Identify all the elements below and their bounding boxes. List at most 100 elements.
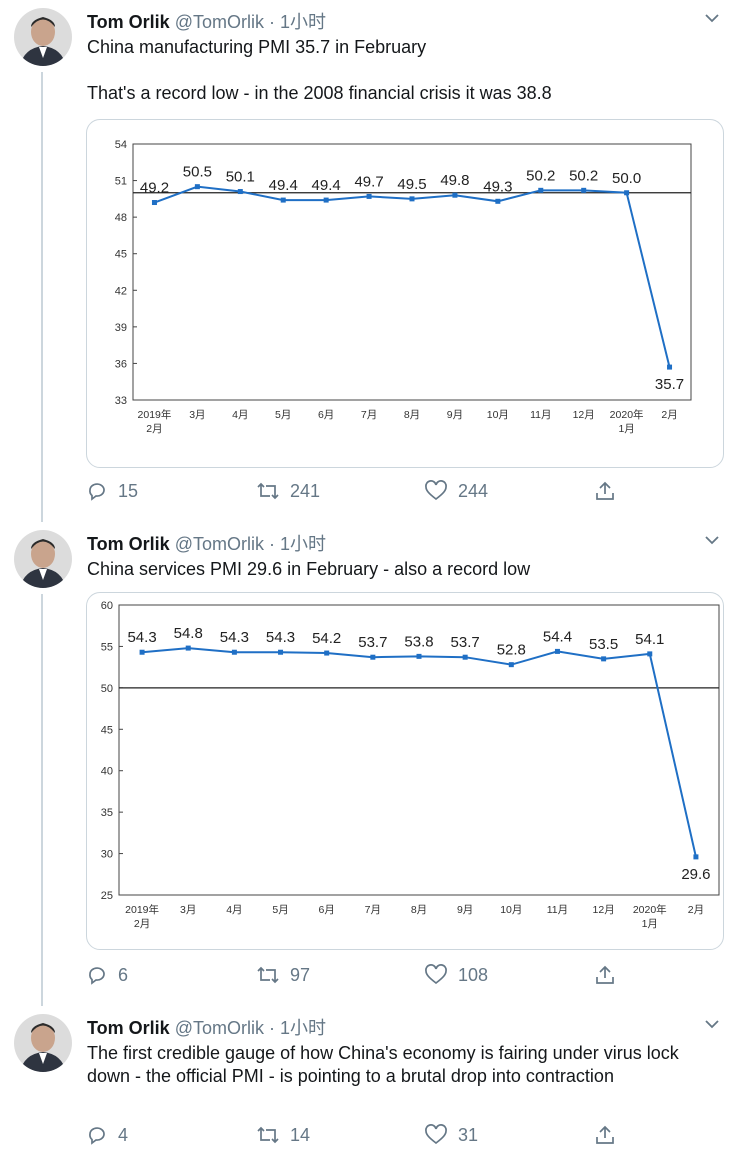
data-point (624, 190, 630, 196)
heart-icon (425, 964, 447, 985)
chart-image-card[interactable]: 54 51 48 45 42 39 36 33 2019年 2月 3月 4月 5月 6月 7月 8月 9月 10月… (86, 119, 724, 468)
share-icon (596, 481, 614, 500)
share-button[interactable] (594, 480, 626, 502)
like-count: 244 (458, 480, 489, 501)
x-tick-label: 2月 (146, 423, 162, 435)
like-button[interactable]: 31 (424, 1124, 478, 1146)
y-tick-label: 50 (101, 683, 113, 695)
separator-dot: · (269, 1018, 275, 1038)
data-point (538, 187, 544, 193)
x-tick-label: 7月 (361, 409, 377, 421)
x-tick-label: 12月 (573, 409, 595, 421)
x-tick-label: 2020年 (633, 903, 667, 916)
author-name[interactable]: Tom Orlik (87, 534, 170, 554)
data-point (370, 654, 376, 660)
data-label: 53.8 (404, 633, 433, 650)
timestamp[interactable]: 1小时 (280, 534, 327, 554)
data-point (280, 197, 286, 203)
share-icon (596, 1125, 614, 1144)
like-button[interactable]: 108 (424, 964, 488, 986)
author-handle[interactable]: @TomOrlik (174, 12, 264, 32)
tweet-header: Tom Orlik @TomOrlik · 1小时 (87, 8, 326, 34)
avatar[interactable] (14, 1014, 72, 1072)
tweet[interactable]: Tom Orlik @TomOrlik · 1小时 China services… (0, 522, 733, 1002)
chevron-down-icon[interactable] (704, 534, 720, 546)
x-tick-label: 10月 (487, 409, 509, 421)
series-line (141, 647, 697, 858)
data-label: 50.5 (183, 164, 212, 181)
chevron-down-icon[interactable] (704, 12, 720, 24)
tweet[interactable]: Tom Orlik @TomOrlik · 1小时 The first cred… (0, 1006, 733, 1156)
retweet-button[interactable]: 14 (256, 1124, 310, 1146)
tweet-paragraph: The first credible gauge of how China's … (87, 1043, 679, 1086)
data-label: 50.2 (526, 167, 555, 184)
reply-button[interactable]: 15 (86, 480, 138, 502)
x-tick-label: 11月 (547, 904, 568, 916)
x-tick-label: 6月 (318, 409, 334, 421)
avatar[interactable] (14, 530, 72, 588)
tweet-header: Tom Orlik @TomOrlik · 1小时 (87, 530, 326, 556)
reply-icon (89, 967, 105, 985)
share-button[interactable] (594, 964, 626, 986)
timestamp[interactable]: 1小时 (280, 1018, 327, 1038)
data-point (647, 651, 653, 657)
x-tick-label: 2月 (661, 409, 677, 421)
x-tick-label: 5月 (275, 409, 291, 421)
x-tick-label: 11月 (530, 409, 551, 421)
reply-icon (89, 1127, 105, 1145)
tweet-paragraph: China manufacturing PMI 35.7 in February (87, 37, 427, 57)
chevron-down-icon[interactable] (704, 1018, 720, 1030)
tweet-text: China services PMI 29.6 in February - al… (87, 558, 717, 581)
reply-button[interactable]: 6 (86, 964, 128, 986)
x-tick-label: 9月 (447, 409, 463, 421)
x-tick-label: 12月 (593, 904, 615, 916)
plot-frame (118, 604, 720, 896)
y-tick-label: 25 (101, 890, 113, 902)
retweet-icon (257, 482, 279, 500)
tweet[interactable]: Tom Orlik @TomOrlik · 1小时 China manufact… (0, 0, 733, 515)
plot-frame (132, 143, 692, 401)
data-point (581, 187, 587, 193)
like-count: 108 (458, 964, 489, 985)
like-button[interactable]: 244 (424, 480, 488, 502)
data-label: 29.6 (681, 866, 710, 883)
y-tick-label: 60 (101, 600, 113, 612)
author-name[interactable]: Tom Orlik (87, 1018, 170, 1038)
y-tick-label: 36 (115, 358, 127, 370)
tweet-text: The first credible gauge of how China's … (87, 1042, 717, 1088)
separator-dot: · (269, 12, 275, 32)
x-tick-label: 10月 (500, 904, 522, 916)
x-tick-label: 8月 (411, 904, 427, 916)
data-label: 53.7 (451, 634, 480, 651)
data-label: 49.5 (397, 176, 426, 193)
x-tick-label: 2月 (688, 904, 704, 916)
retweet-button[interactable]: 97 (256, 964, 310, 986)
data-point (693, 854, 699, 860)
author-name[interactable]: Tom Orlik (87, 12, 170, 32)
author-handle[interactable]: @TomOrlik (174, 1018, 264, 1038)
data-point (278, 649, 284, 655)
x-tick-label: 2019年 (125, 903, 159, 916)
data-point (452, 192, 458, 198)
retweet-button[interactable]: 241 (256, 480, 320, 502)
y-tick-label: 45 (101, 724, 113, 736)
thread-line (41, 594, 43, 1006)
reply-count: 4 (118, 1124, 129, 1145)
y-tick-label: 51 (115, 176, 127, 188)
y-tick-label: 35 (101, 807, 113, 819)
retweet-count: 14 (290, 1124, 311, 1145)
share-button[interactable] (594, 1124, 626, 1146)
data-label: 54.2 (312, 630, 341, 647)
x-tick-label: 2019年 (138, 408, 172, 421)
data-point (495, 198, 501, 204)
retweet-count: 241 (290, 480, 321, 501)
avatar[interactable] (14, 8, 72, 66)
timestamp[interactable]: 1小时 (280, 12, 327, 32)
data-label: 49.8 (440, 172, 469, 189)
y-tick-label: 40 (101, 766, 113, 778)
data-point (416, 653, 422, 659)
chart-image-card[interactable]: 60 55 50 45 40 35 30 25 2019年 2月 3月 4月 5月 6月 7月 8月 9月 10月… (86, 592, 724, 950)
author-handle[interactable]: @TomOrlik (174, 534, 264, 554)
reply-button[interactable]: 4 (86, 1124, 128, 1146)
x-tick-label: 8月 (404, 409, 420, 421)
